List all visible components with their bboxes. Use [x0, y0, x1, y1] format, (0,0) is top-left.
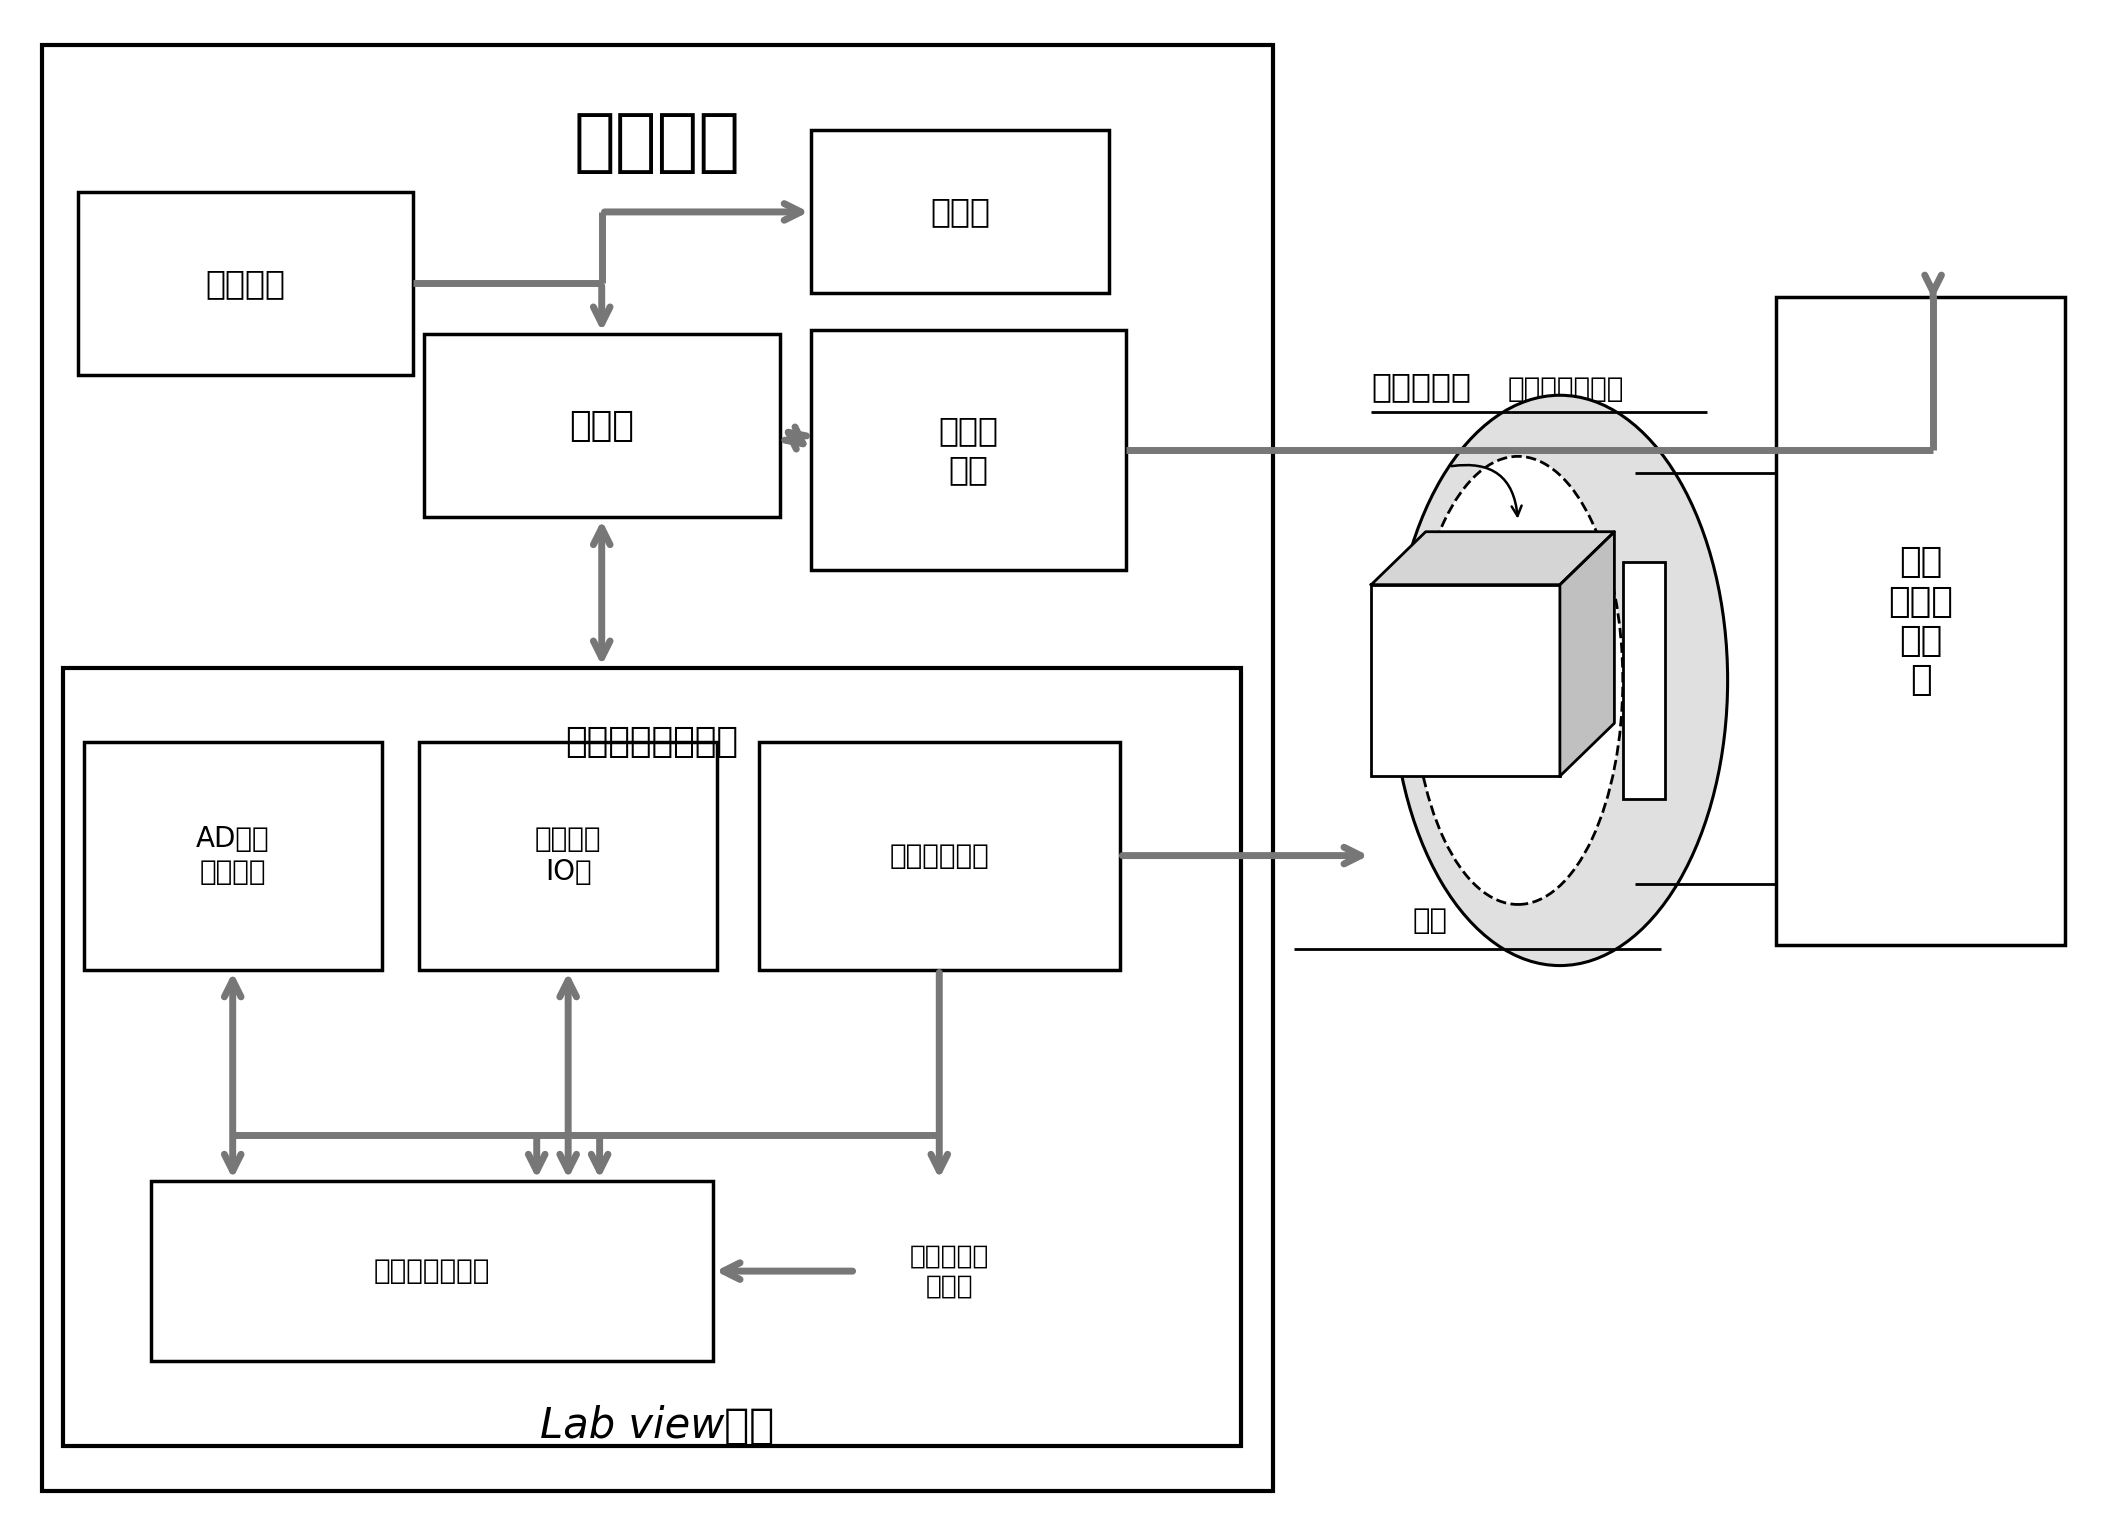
Text: 水平
轴角位
置转
台: 水平 轴角位 置转 台 — [1888, 545, 1953, 697]
Bar — [63, 668, 1242, 1447]
Bar — [78, 192, 413, 375]
Bar — [1623, 562, 1665, 799]
Text: 陀螺位标器: 陀螺位标器 — [1370, 370, 1471, 404]
Bar — [84, 742, 381, 969]
Text: 显示器: 显示器 — [930, 195, 989, 229]
Bar — [423, 335, 781, 518]
Bar — [419, 742, 718, 969]
Text: Lab view软件: Lab view软件 — [541, 1405, 775, 1447]
Bar — [810, 131, 1109, 293]
Text: 测控系统: 测控系统 — [575, 109, 741, 177]
Text: 多功能数据采集卡: 多功能数据采集卡 — [566, 725, 739, 759]
Polygon shape — [1370, 531, 1615, 585]
Text: 输入输出
IO口: 输入输出 IO口 — [535, 825, 602, 886]
Text: 转台控制信号线: 转台控制信号线 — [1507, 375, 1625, 402]
Bar — [1370, 585, 1560, 776]
Text: AD数据
采集通道: AD数据 采集通道 — [196, 825, 269, 886]
Bar — [1777, 298, 2065, 945]
Bar — [810, 330, 1126, 570]
Bar — [760, 742, 1120, 969]
Text: 信号调理适配器: 信号调理适配器 — [375, 1256, 490, 1286]
Text: 控制器: 控制器 — [568, 409, 634, 442]
Bar — [152, 1181, 714, 1361]
Text: 定时、计数器: 定时、计数器 — [890, 842, 989, 869]
Text: 夹具: 夹具 — [1412, 906, 1448, 935]
Ellipse shape — [1412, 456, 1623, 905]
Text: 键盘鼠标: 键盘鼠标 — [206, 267, 286, 300]
Polygon shape — [1560, 531, 1615, 776]
Ellipse shape — [1391, 395, 1728, 966]
Text: 位标器测试
信号线: 位标器测试 信号线 — [909, 1243, 989, 1299]
Bar — [42, 45, 1274, 1491]
Text: 转台控
制器: 转台控 制器 — [939, 415, 998, 485]
